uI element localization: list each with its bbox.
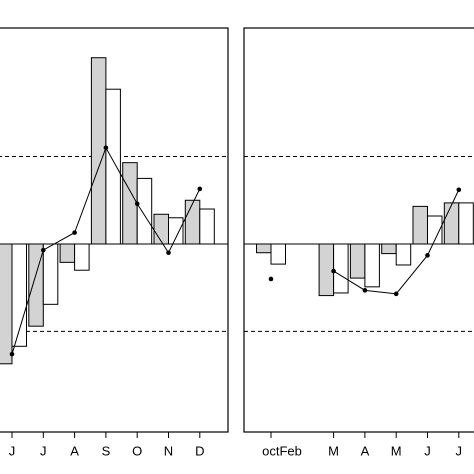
x-tick-label: J — [9, 443, 16, 458]
bar — [153, 213, 169, 245]
x-tick-label: A — [361, 443, 370, 458]
bar — [349, 243, 366, 279]
x-tick-label: A — [70, 443, 79, 458]
line-point — [134, 201, 140, 207]
bar — [74, 243, 90, 271]
bar — [443, 202, 460, 245]
bar — [90, 57, 107, 245]
line-point — [331, 268, 336, 274]
bar — [136, 177, 153, 245]
bar — [184, 199, 201, 245]
x-tick-label: D — [195, 443, 204, 458]
bar — [270, 243, 286, 265]
bar — [168, 217, 184, 245]
line-point — [362, 288, 368, 293]
x-tick-label: M — [391, 443, 402, 458]
line-point — [41, 247, 46, 253]
bar — [333, 243, 349, 294]
line-point — [72, 230, 77, 235]
bar — [364, 243, 380, 288]
x-tick-label: octFeb — [262, 443, 302, 458]
bar — [0, 243, 13, 365]
bar — [412, 205, 428, 245]
bar — [381, 243, 397, 255]
x-tick-label: J — [456, 443, 463, 458]
x-tick-label: N — [164, 443, 173, 458]
line-point — [166, 250, 171, 256]
bar — [11, 243, 27, 347]
x-tick-label: J — [40, 443, 47, 458]
bar — [458, 202, 474, 245]
x-tick-label: O — [132, 443, 142, 458]
x-tick-label: M — [328, 443, 339, 458]
bar — [318, 243, 335, 297]
bar — [105, 88, 121, 245]
line-point — [456, 187, 462, 193]
bar — [395, 243, 412, 266]
line-point — [197, 186, 203, 192]
x-tick-label: S — [102, 443, 111, 458]
bar — [42, 243, 59, 305]
bar — [59, 243, 76, 263]
line-point — [9, 351, 15, 357]
line-point — [393, 291, 399, 297]
line-point — [425, 253, 430, 258]
line-point — [268, 276, 274, 282]
line-point — [103, 145, 109, 151]
bar — [199, 208, 215, 245]
plot-frame — [0, 27, 229, 433]
bar — [427, 215, 443, 245]
bar — [256, 243, 272, 254]
x-tick-label: J — [424, 443, 431, 458]
plot-frame — [243, 27, 474, 433]
